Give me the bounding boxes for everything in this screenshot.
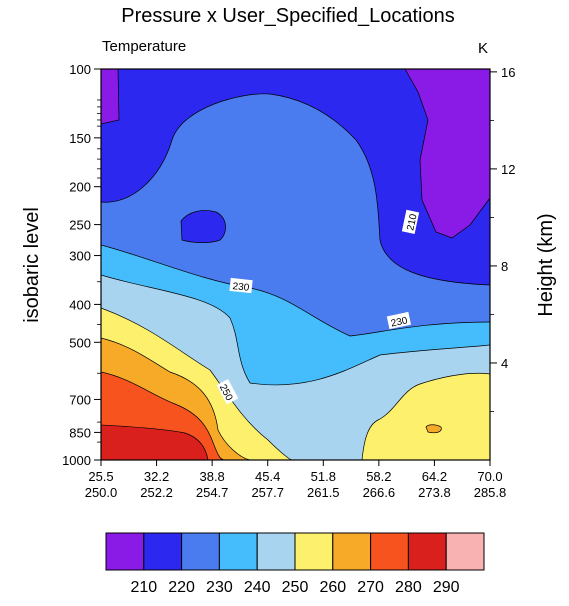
x-tick-label-bottom: 285.8 [474,485,507,500]
colorbar-swatch [143,532,183,571]
x-tick-label-bottom: 273.8 [418,485,451,500]
y-axis-right: 16 12 8 4 [490,65,515,412]
colorbar-swatch [256,532,296,571]
x-tick-label-top: 45.4 [255,469,280,484]
colorbar-label: 280 [395,579,422,596]
colorbar-swatch [370,532,409,571]
colorbar-label: 260 [319,579,346,596]
y-right-tick-label: 12 [501,162,515,177]
colorbar-label: 210 [130,579,157,596]
y-axis-title: isobaric level [21,207,43,323]
y-tick-label: 1000 [62,453,91,468]
colorbar-swatch [181,532,220,571]
contour-label-230-a: 230 [232,281,250,294]
x-tick-label-bottom: 250.0 [85,485,118,500]
contour-line-labels: 210 230 230 250 [216,209,420,405]
colorbar-label: 290 [433,579,460,596]
x-tick-label-top: 58.2 [366,469,391,484]
colorbar-swatch [407,532,447,571]
y-right-tick-label: 16 [501,65,515,80]
x-tick-label-top: 70.0 [477,469,502,484]
x-tick-label-top: 64.2 [422,469,447,484]
y-right-tick-label: 4 [501,356,508,371]
plot-frame [100,68,491,461]
y-axis-left: 100 150 200 250 300 400 500 700 850 1000 [62,62,101,468]
colorbar-label: 220 [168,579,195,596]
y-right-tick-label: 8 [501,259,508,274]
colorbar-swatch [218,532,258,571]
x-tick-label-bottom: 257.7 [251,485,284,500]
x-tick-label-top: 38.8 [199,469,224,484]
y-tick-label: 300 [69,249,91,264]
colorbar-swatch [445,532,485,571]
x-tick-label-top: 32.2 [144,469,169,484]
contour-label-230-b: 230 [390,315,409,329]
colorbar-label: 240 [244,579,271,596]
x-tick-label-bottom: 252.2 [140,485,173,500]
x-tick-label-bottom: 266.6 [363,485,396,500]
contour-label-210: 210 [405,213,419,232]
band-220-island [181,210,226,243]
colorbar-swatch [332,532,372,571]
x-tick-label-bottom: 261.5 [307,485,340,500]
y-tick-label: 100 [69,62,91,77]
y-tick-label: 150 [69,131,91,146]
colorbar-label: 250 [282,579,309,596]
colorbar-swatch [105,532,145,571]
colorbar-label: 230 [206,579,233,596]
band-210-right [405,69,490,238]
band-270-spot [426,424,442,433]
y-tick-label: 850 [69,425,91,440]
y-tick-label: 200 [69,180,91,195]
colorbar: 210 220 230 240 250 260 270 280 290 [105,532,485,596]
y-tick-label: 400 [69,297,91,312]
y-tick-label: 700 [69,392,91,407]
y-axis-right-title: Height (km) [535,213,557,316]
colorbar-label: 270 [357,579,384,596]
x-tick-label-bottom: 254.7 [196,485,229,500]
x-tick-label-top: 25.5 [88,469,113,484]
y-tick-label: 500 [69,335,91,350]
band-290 [101,425,208,460]
y-tick-label: 250 [69,218,91,233]
left-label: Temperature [102,38,186,55]
band-210-left [101,69,119,124]
x-tick-label-top: 51.8 [311,469,336,484]
contour-field [101,69,490,460]
right-label: K [478,40,488,57]
contour-lines [101,69,490,460]
band-260-right [362,373,490,460]
chart-title: Pressure x User_Specified_Locations [121,5,455,27]
colorbar-swatch [294,532,334,571]
